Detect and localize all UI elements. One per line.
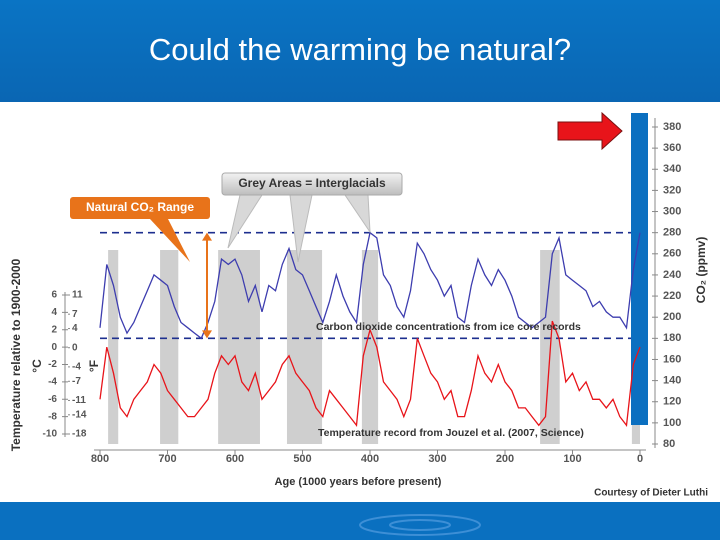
annotation: Carbon dioxide concentrations from ice c…	[316, 321, 581, 333]
y2-tick-label: 320	[663, 184, 681, 196]
series-line	[99, 320, 641, 427]
x-axis-label: Age (1000 years before present)	[275, 476, 442, 488]
x-tick-label: 700	[158, 453, 176, 465]
interglacial-band	[218, 250, 260, 444]
y-tick-label: -4	[48, 377, 57, 388]
y-unit-f: °F	[87, 360, 101, 372]
yf-tick-label: 4	[72, 323, 78, 334]
x-tick-label: 300	[428, 453, 446, 465]
y2-tick-label: 340	[663, 163, 681, 175]
y-tick-label: 6	[51, 290, 57, 301]
y2-tick-label: 140	[663, 375, 681, 387]
y-tick-label: 0	[51, 342, 57, 353]
x-tick-label: 800	[91, 453, 109, 465]
y2-tick-label: 240	[663, 269, 681, 281]
callout-pointer	[150, 219, 190, 262]
red-arrow	[557, 111, 623, 151]
x-tick-label: 0	[637, 453, 643, 465]
x-tick-label: 400	[361, 453, 379, 465]
y-tick-label: 4	[51, 307, 57, 318]
y2-tick-label: 220	[663, 290, 681, 302]
range-arrowhead	[202, 232, 212, 241]
x-tick-label: 200	[496, 453, 514, 465]
y2-axis-label: CO₂ (ppmv)	[694, 237, 708, 304]
y2-tick-label: 300	[663, 205, 681, 217]
x-tick-label: 500	[293, 453, 311, 465]
yf-tick-label: 7	[72, 309, 78, 320]
interglacial-band	[361, 250, 379, 444]
interglacial-band	[108, 250, 119, 444]
footer-ripple	[359, 514, 481, 536]
interglacial-band	[160, 250, 179, 444]
yf-tick-label: 11	[72, 290, 83, 301]
yf-tick-label: 0	[72, 342, 78, 353]
x-tick-label: 600	[226, 453, 244, 465]
y-unit-c: °C	[30, 359, 44, 373]
current-co2-bar	[631, 113, 648, 425]
y-tick-label: -8	[48, 411, 57, 422]
y2-tick-label: 160	[663, 353, 681, 365]
footer-band	[0, 502, 720, 540]
annotation: Natural CO₂ Range	[86, 200, 194, 214]
yf-tick-label: -14	[72, 409, 87, 420]
y2-tick-label: 280	[663, 227, 681, 239]
y2-tick-label: 360	[663, 142, 681, 154]
yf-tick-label: -7	[72, 376, 81, 387]
content-area	[0, 102, 720, 500]
yf-tick-label: -18	[72, 429, 87, 440]
interglacial-band	[286, 250, 323, 444]
range-arrowhead	[202, 330, 212, 339]
y-tick-label: -10	[43, 429, 58, 440]
x-tick-label: 100	[563, 453, 581, 465]
y2-tick-label: 180	[663, 332, 681, 344]
credit: Courtesy of Dieter Luthi	[594, 488, 708, 499]
y2-tick-label: 260	[663, 248, 681, 260]
y2-tick-label: 80	[663, 438, 675, 450]
callout-box	[70, 197, 210, 219]
y-tick-label: 2	[51, 324, 57, 335]
slide-title: Could the warming be natural?	[149, 32, 571, 67]
y-tick-label: -6	[48, 394, 57, 405]
y2-tick-label: 120	[663, 396, 681, 408]
header-band	[0, 0, 720, 102]
y2-tick-label: 200	[663, 311, 681, 323]
y-tick-label: -2	[48, 359, 57, 370]
y2-tick-label: 100	[663, 417, 681, 429]
y-axis-label: Temperature relative to 1900-2000	[9, 258, 23, 451]
annotation: Grey Areas = Interglacials	[238, 176, 386, 190]
callout-box	[221, 172, 403, 196]
yf-tick-label: -11	[72, 395, 86, 406]
y2-tick-label: 380	[663, 121, 681, 133]
annotation: Temperature record from Jouzel et al. (2…	[318, 427, 584, 439]
yf-tick-label: -4	[72, 362, 81, 373]
footer-ripple	[389, 519, 451, 531]
